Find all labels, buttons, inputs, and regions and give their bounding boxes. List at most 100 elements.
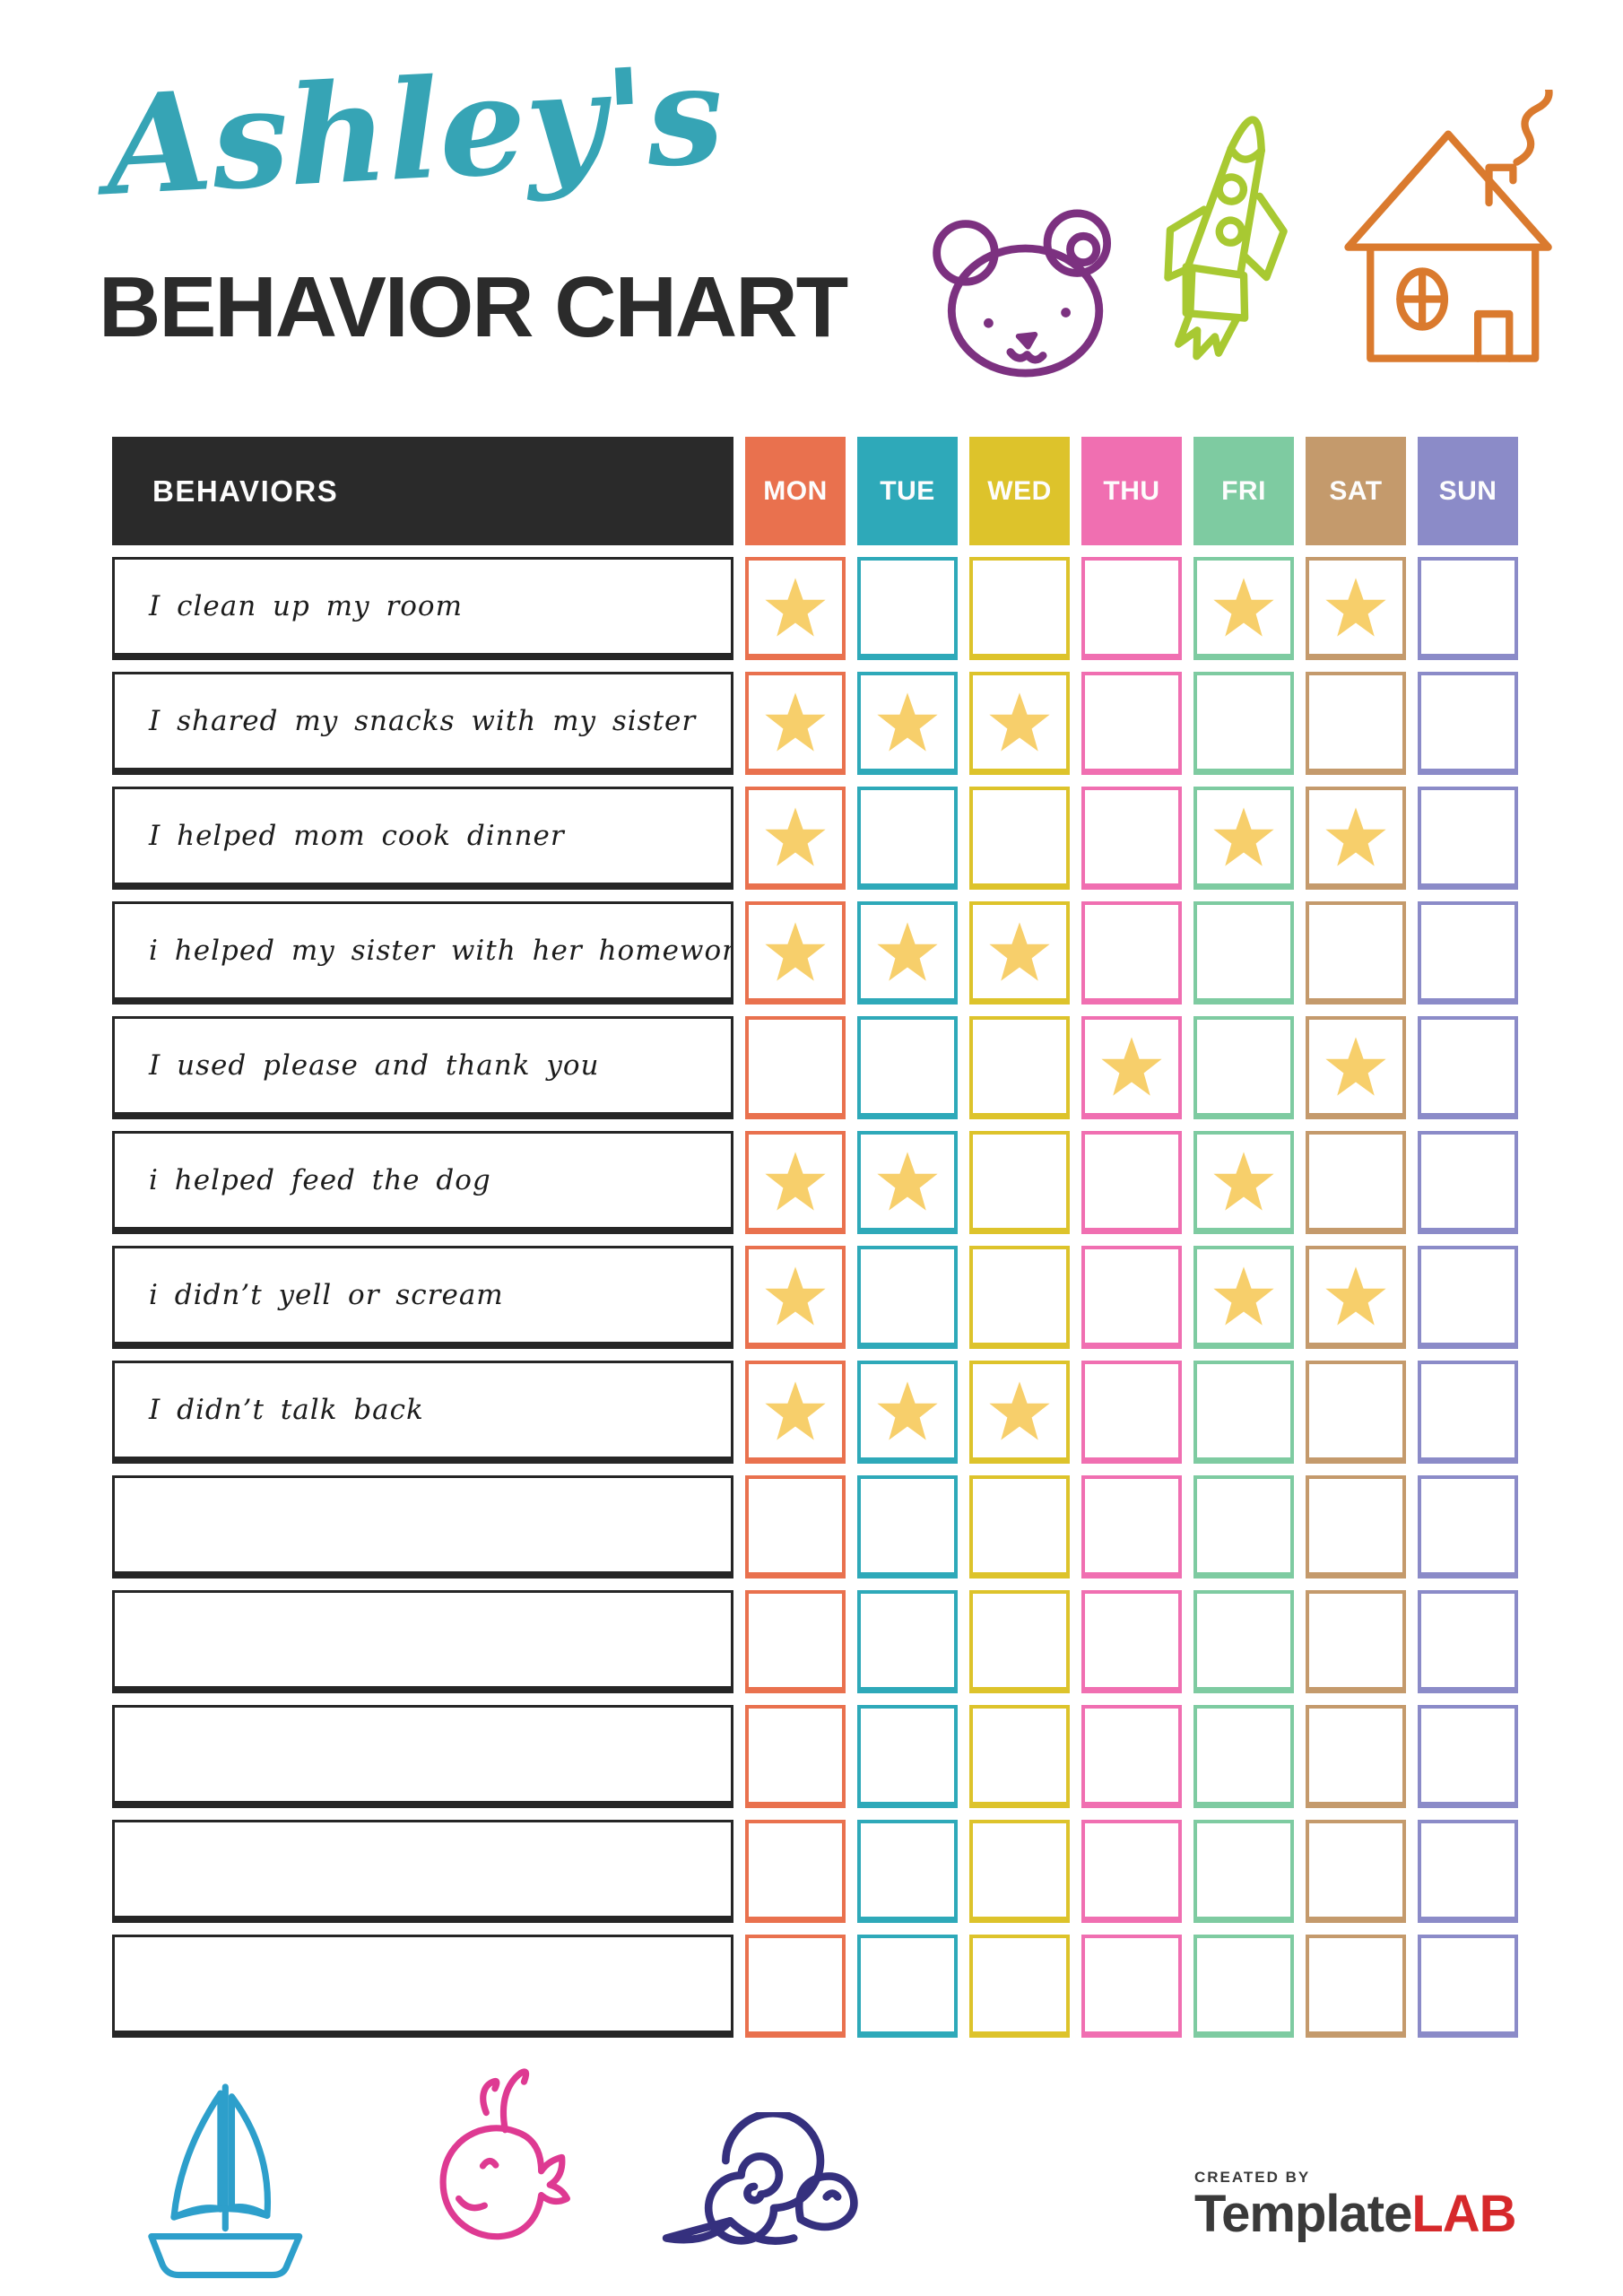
behavior-cell-thu-row3 — [1081, 787, 1182, 890]
brand-primary-text: Template — [1194, 2185, 1412, 2243]
behavior-cell-sat-row12 — [1306, 1820, 1406, 1923]
behavior-cell-tue-row12 — [857, 1820, 958, 1923]
behavior-cell-wed-row13 — [969, 1935, 1070, 2038]
behavior-label-row6: i helped feed the dog — [112, 1131, 733, 1234]
behavior-cell-mon-row7 — [745, 1246, 846, 1349]
star-icon — [1325, 578, 1386, 637]
star-icon — [1325, 1266, 1386, 1326]
star-icon — [765, 807, 826, 866]
behavior-cell-sat-row13 — [1306, 1935, 1406, 2038]
behavior-cell-sat-row7 — [1306, 1246, 1406, 1349]
behavior-cell-tue-row2 — [857, 672, 958, 775]
behavior-cell-mon-row12 — [745, 1820, 846, 1923]
behavior-cell-mon-row10 — [745, 1590, 846, 1693]
behavior-cell-sat-row6 — [1306, 1131, 1406, 1234]
behavior-cell-tue-row8 — [857, 1361, 958, 1464]
star-icon — [1213, 1152, 1274, 1211]
behavior-cell-wed-row10 — [969, 1590, 1070, 1693]
behavior-label-row11 — [112, 1705, 733, 1808]
behavior-cell-thu-row11 — [1081, 1705, 1182, 1808]
behavior-cell-tue-row3 — [857, 787, 958, 890]
behavior-cell-wed-row11 — [969, 1705, 1070, 1808]
whale-doodle-icon — [393, 2063, 612, 2269]
behavior-cell-tue-row9 — [857, 1475, 958, 1578]
column-header-thu: THU — [1081, 437, 1182, 545]
created-by-label: CREATED BY — [1194, 2169, 1311, 2186]
behavior-cell-mon-row2 — [745, 672, 846, 775]
behavior-label-row8: I didn’t talk back — [112, 1361, 733, 1464]
star-icon — [765, 1152, 826, 1211]
behavior-cell-fri-row10 — [1193, 1590, 1294, 1693]
behavior-label-row2: I shared my snacks with my sister — [112, 672, 733, 775]
behavior-cell-thu-row13 — [1081, 1935, 1182, 2038]
star-icon — [989, 692, 1050, 752]
behavior-label-row10 — [112, 1590, 733, 1693]
column-header-wed: WED — [969, 437, 1070, 545]
column-header-tue: TUE — [857, 437, 958, 545]
behavior-cell-fri-row1 — [1193, 557, 1294, 660]
behavior-cell-wed-row3 — [969, 787, 1070, 890]
behavior-cell-fri-row6 — [1193, 1131, 1294, 1234]
behavior-cell-sat-row11 — [1306, 1705, 1406, 1808]
behavior-label-row13 — [112, 1935, 733, 2038]
behavior-cell-tue-row10 — [857, 1590, 958, 1693]
star-icon — [765, 1381, 826, 1440]
behavior-cell-sat-row3 — [1306, 787, 1406, 890]
star-icon — [1325, 807, 1386, 866]
behavior-cell-sat-row2 — [1306, 672, 1406, 775]
behavior-cell-sun-row10 — [1418, 1590, 1518, 1693]
behavior-cell-thu-row7 — [1081, 1246, 1182, 1349]
behavior-cell-fri-row3 — [1193, 787, 1294, 890]
templatelab-logo: CREATED BY TemplateLAB — [1194, 2169, 1517, 2243]
behavior-label-row9 — [112, 1475, 733, 1578]
column-header-sun: SUN — [1418, 437, 1518, 545]
behavior-cell-thu-row2 — [1081, 672, 1182, 775]
behavior-cell-sun-row5 — [1418, 1016, 1518, 1119]
behavior-cell-sun-row9 — [1418, 1475, 1518, 1578]
behavior-cell-thu-row4 — [1081, 901, 1182, 1004]
behavior-cell-wed-row2 — [969, 672, 1070, 775]
star-icon — [877, 1381, 938, 1440]
behavior-cell-tue-row6 — [857, 1131, 958, 1234]
star-icon — [1213, 578, 1274, 637]
behavior-cell-tue-row7 — [857, 1246, 958, 1349]
behavior-cell-sat-row10 — [1306, 1590, 1406, 1693]
house-doodle-icon — [1325, 90, 1567, 368]
behavior-cell-sat-row1 — [1306, 557, 1406, 660]
behavior-cell-mon-row3 — [745, 787, 846, 890]
behavior-cell-mon-row5 — [745, 1016, 846, 1119]
behavior-cell-sun-row6 — [1418, 1131, 1518, 1234]
behavior-cell-mon-row13 — [745, 1935, 846, 2038]
behavior-cell-tue-row4 — [857, 901, 958, 1004]
behavior-cell-sun-row13 — [1418, 1935, 1518, 2038]
behavior-cell-sun-row7 — [1418, 1246, 1518, 1349]
behavior-chart-table: BEHAVIORS MON TUE WED THU FRI SAT SUN I clean up… — [112, 437, 1518, 2038]
behavior-cell-thu-row6 — [1081, 1131, 1182, 1234]
column-header-mon: MON — [745, 437, 846, 545]
behavior-cell-fri-row2 — [1193, 672, 1294, 775]
star-icon — [765, 692, 826, 752]
star-icon — [877, 692, 938, 752]
snail-doodle-icon — [647, 2112, 863, 2278]
behavior-cell-wed-row6 — [969, 1131, 1070, 1234]
behavior-cell-thu-row10 — [1081, 1590, 1182, 1693]
star-icon — [1101, 1037, 1162, 1096]
brand-secondary-text: LAB — [1411, 2185, 1516, 2243]
behavior-cell-mon-row9 — [745, 1475, 846, 1578]
star-icon — [765, 1266, 826, 1326]
behavior-cell-sun-row4 — [1418, 901, 1518, 1004]
behavior-cell-wed-row9 — [969, 1475, 1070, 1578]
page-title: BEHAVIOR CHART — [99, 259, 848, 355]
behavior-cell-thu-row12 — [1081, 1820, 1182, 1923]
behavior-cell-tue-row13 — [857, 1935, 958, 2038]
behavior-cell-fri-row8 — [1193, 1361, 1294, 1464]
star-icon — [877, 1152, 938, 1211]
rocket-doodle-icon — [1141, 79, 1342, 397]
star-icon — [1213, 1266, 1274, 1326]
behavior-cell-mon-row11 — [745, 1705, 846, 1808]
behavior-cell-tue-row1 — [857, 557, 958, 660]
behavior-cell-sun-row8 — [1418, 1361, 1518, 1464]
column-header-fri: FRI — [1193, 437, 1294, 545]
behavior-cell-sat-row9 — [1306, 1475, 1406, 1578]
